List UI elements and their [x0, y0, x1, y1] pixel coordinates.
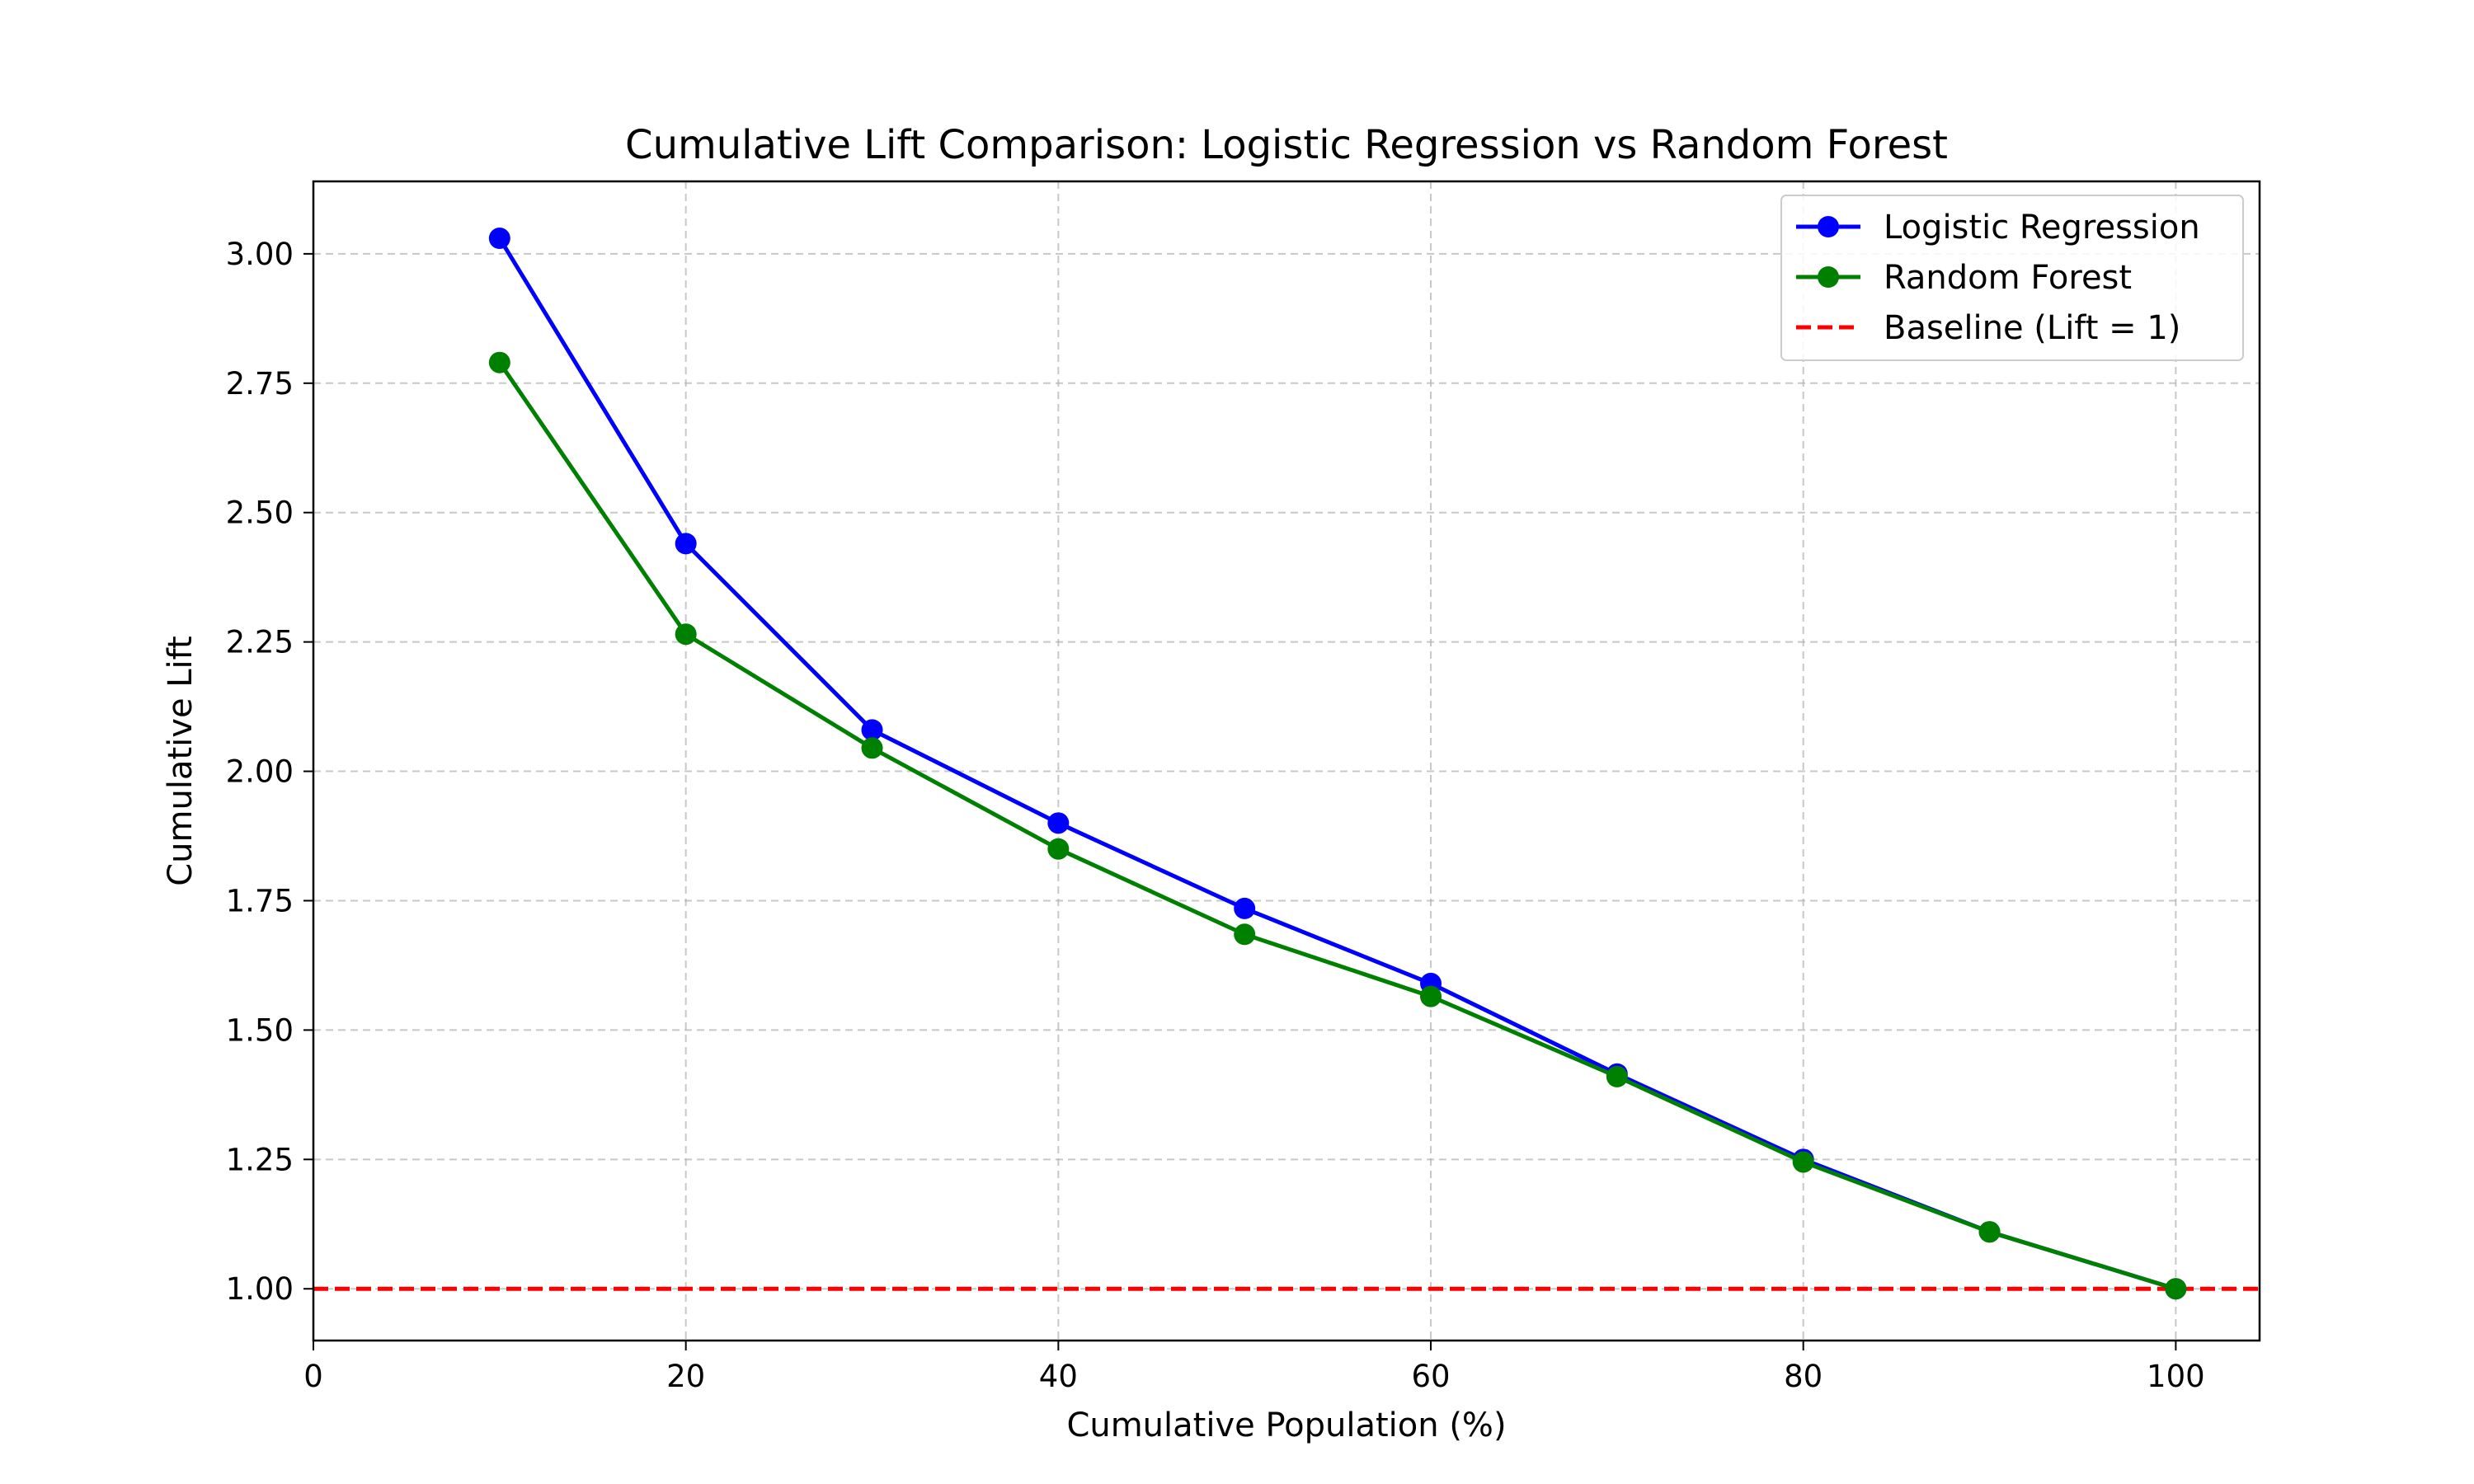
data-point-random-forest	[1792, 1151, 1814, 1173]
data-point-random-forest	[2165, 1278, 2187, 1300]
legend-items: Logistic Regression Random Forest Baseline…	[1796, 209, 2200, 347]
y-tick-label: 1.00	[226, 1271, 294, 1307]
legend-box	[1780, 195, 2244, 361]
data-point-logistic-regression	[488, 228, 510, 250]
data-point-random-forest	[1234, 923, 1256, 946]
x-tick-label: 80	[1784, 1359, 1823, 1394]
data-point-logistic-regression	[1234, 897, 1256, 919]
y-tick-label: 2.50	[226, 495, 294, 531]
ticks-layer: 0 20 40 60 80 100 1.00 1.25 1.50 1.75 2.00 2.25 2.50…	[226, 237, 2205, 1394]
x-axis-label: Cumulative Population (%)	[1066, 1407, 1506, 1444]
y-tick-label: 2.25	[226, 625, 294, 660]
y-tick-label: 2.75	[226, 366, 294, 402]
data-point-random-forest	[1420, 985, 1442, 1007]
x-tick-label: 40	[1039, 1359, 1078, 1394]
legend-item-random-forest: Random Forest	[1796, 259, 2132, 297]
series-line-random-forest	[497, 361, 2177, 1291]
y-axis-label: Cumulative Lift	[162, 636, 200, 885]
data-point-random-forest	[488, 351, 510, 373]
data-point-random-forest	[1606, 1065, 1628, 1087]
y-tick-label: 1.50	[226, 1012, 294, 1048]
y-tick-label: 1.25	[226, 1142, 294, 1177]
x-tick-label: 60	[1411, 1359, 1450, 1394]
x-tick-label: 20	[666, 1359, 705, 1394]
legend-item-logistic-regression: Logistic Regression	[1796, 209, 2200, 247]
y-tick-label: 1.75	[226, 883, 294, 918]
data-point-logistic-regression	[675, 533, 697, 555]
y-tick-label: 2.00	[226, 754, 294, 790]
data-point-random-forest	[861, 737, 883, 759]
x-tick-label: 100	[2147, 1359, 2205, 1394]
legend-label: Random Forest	[1884, 259, 2132, 297]
chart-title: Cumulative Lift Comparison: Logistic Reg…	[625, 122, 1948, 168]
data-point-logistic-regression	[1047, 812, 1070, 834]
legend-swatch-marker	[1818, 216, 1839, 237]
data-point-logistic-regression	[861, 719, 883, 741]
x-tick-label: 0	[303, 1359, 323, 1394]
legend-label: Baseline (Lift = 1)	[1884, 309, 2180, 347]
plot-frame	[312, 180, 2261, 1342]
legend: Logistic Regression Random Forest Baseline…	[1780, 195, 2244, 361]
data-point-random-forest	[1978, 1221, 2001, 1243]
legend-label: Logistic Regression	[1884, 209, 2200, 247]
data-point-random-forest	[675, 623, 697, 646]
legend-swatch-marker	[1818, 266, 1839, 288]
data-point-random-forest	[1047, 838, 1070, 860]
series-layer	[488, 228, 2187, 1300]
legend-item-baseline-lift-1-: Baseline (Lift = 1)	[1796, 309, 2180, 347]
series-random-forest	[488, 351, 2187, 1300]
y-tick-label: 3.00	[226, 237, 294, 272]
